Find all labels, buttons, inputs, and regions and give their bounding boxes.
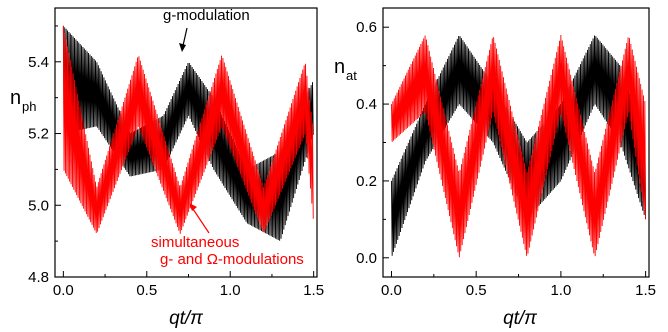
left-y-tick-label: 5.4	[28, 54, 49, 71]
right-ticks: 0.0 0.5 1.0 1.5 0.0 0.2 0.4 0.6	[356, 19, 656, 299]
left-ticks: 0.0 0.5 1.0 1.5 4.8 5.0 5.2 5.4	[28, 25, 324, 299]
right-ylabel-sub: at	[346, 68, 357, 83]
right-y-tick-label: 0.6	[356, 19, 377, 36]
left-axes-frame	[54, 7, 318, 278]
left-y-tick-label: 5.0	[28, 197, 49, 214]
annotation-g-omega-modulations: g- and Ω-modulations	[160, 251, 304, 268]
annotation-g-modulation-arrowhead	[179, 43, 186, 52]
left-plot-area	[62, 25, 314, 241]
annotation-red-arrow	[190, 205, 210, 234]
left-ylabel-sub: ph	[22, 99, 36, 114]
left-x-tick-label: 1.5	[303, 282, 324, 299]
right-y-tick-label: 0.4	[356, 96, 377, 113]
right-xlabel: qt/π	[503, 308, 538, 329]
left-ylabel-main: n	[10, 87, 21, 109]
annotation-simultaneous: simultaneous	[151, 234, 239, 251]
left-y-tick-label: 4.8	[28, 269, 49, 286]
left-x-tick-label: 1.0	[220, 282, 241, 299]
left-series-red	[62, 25, 314, 234]
right-plot-area	[391, 35, 647, 258]
right-y-tick-label: 0.2	[356, 173, 377, 190]
right-x-tick-label: 1.0	[550, 282, 571, 299]
right-series-red	[391, 35, 647, 258]
annotation-g-modulation: g-modulation	[163, 7, 250, 24]
left-y-tick-label: 5.2	[28, 126, 49, 143]
panel-left-nph: 0.0 0.5 1.0 1.5 4.8 5.0 5.2 5.4 n ph qt/π g-mod…	[10, 7, 324, 329]
right-ylabel-main: n	[334, 56, 345, 78]
annotation-red-arrowhead	[189, 203, 197, 211]
right-x-tick-label: 1.5	[635, 282, 656, 299]
left-x-tick-label: 0.5	[136, 282, 157, 299]
right-x-tick-label: 0.0	[381, 282, 402, 299]
panel-right-nat: 0.0 0.5 1.0 1.5 0.0 0.2 0.4 0.6 n at qt/π	[334, 7, 656, 329]
right-x-tick-label: 0.5	[466, 282, 487, 299]
left-x-tick-label: 0.0	[53, 282, 74, 299]
left-xlabel: qt/π	[169, 308, 204, 329]
right-y-tick-label: 0.0	[356, 250, 377, 267]
